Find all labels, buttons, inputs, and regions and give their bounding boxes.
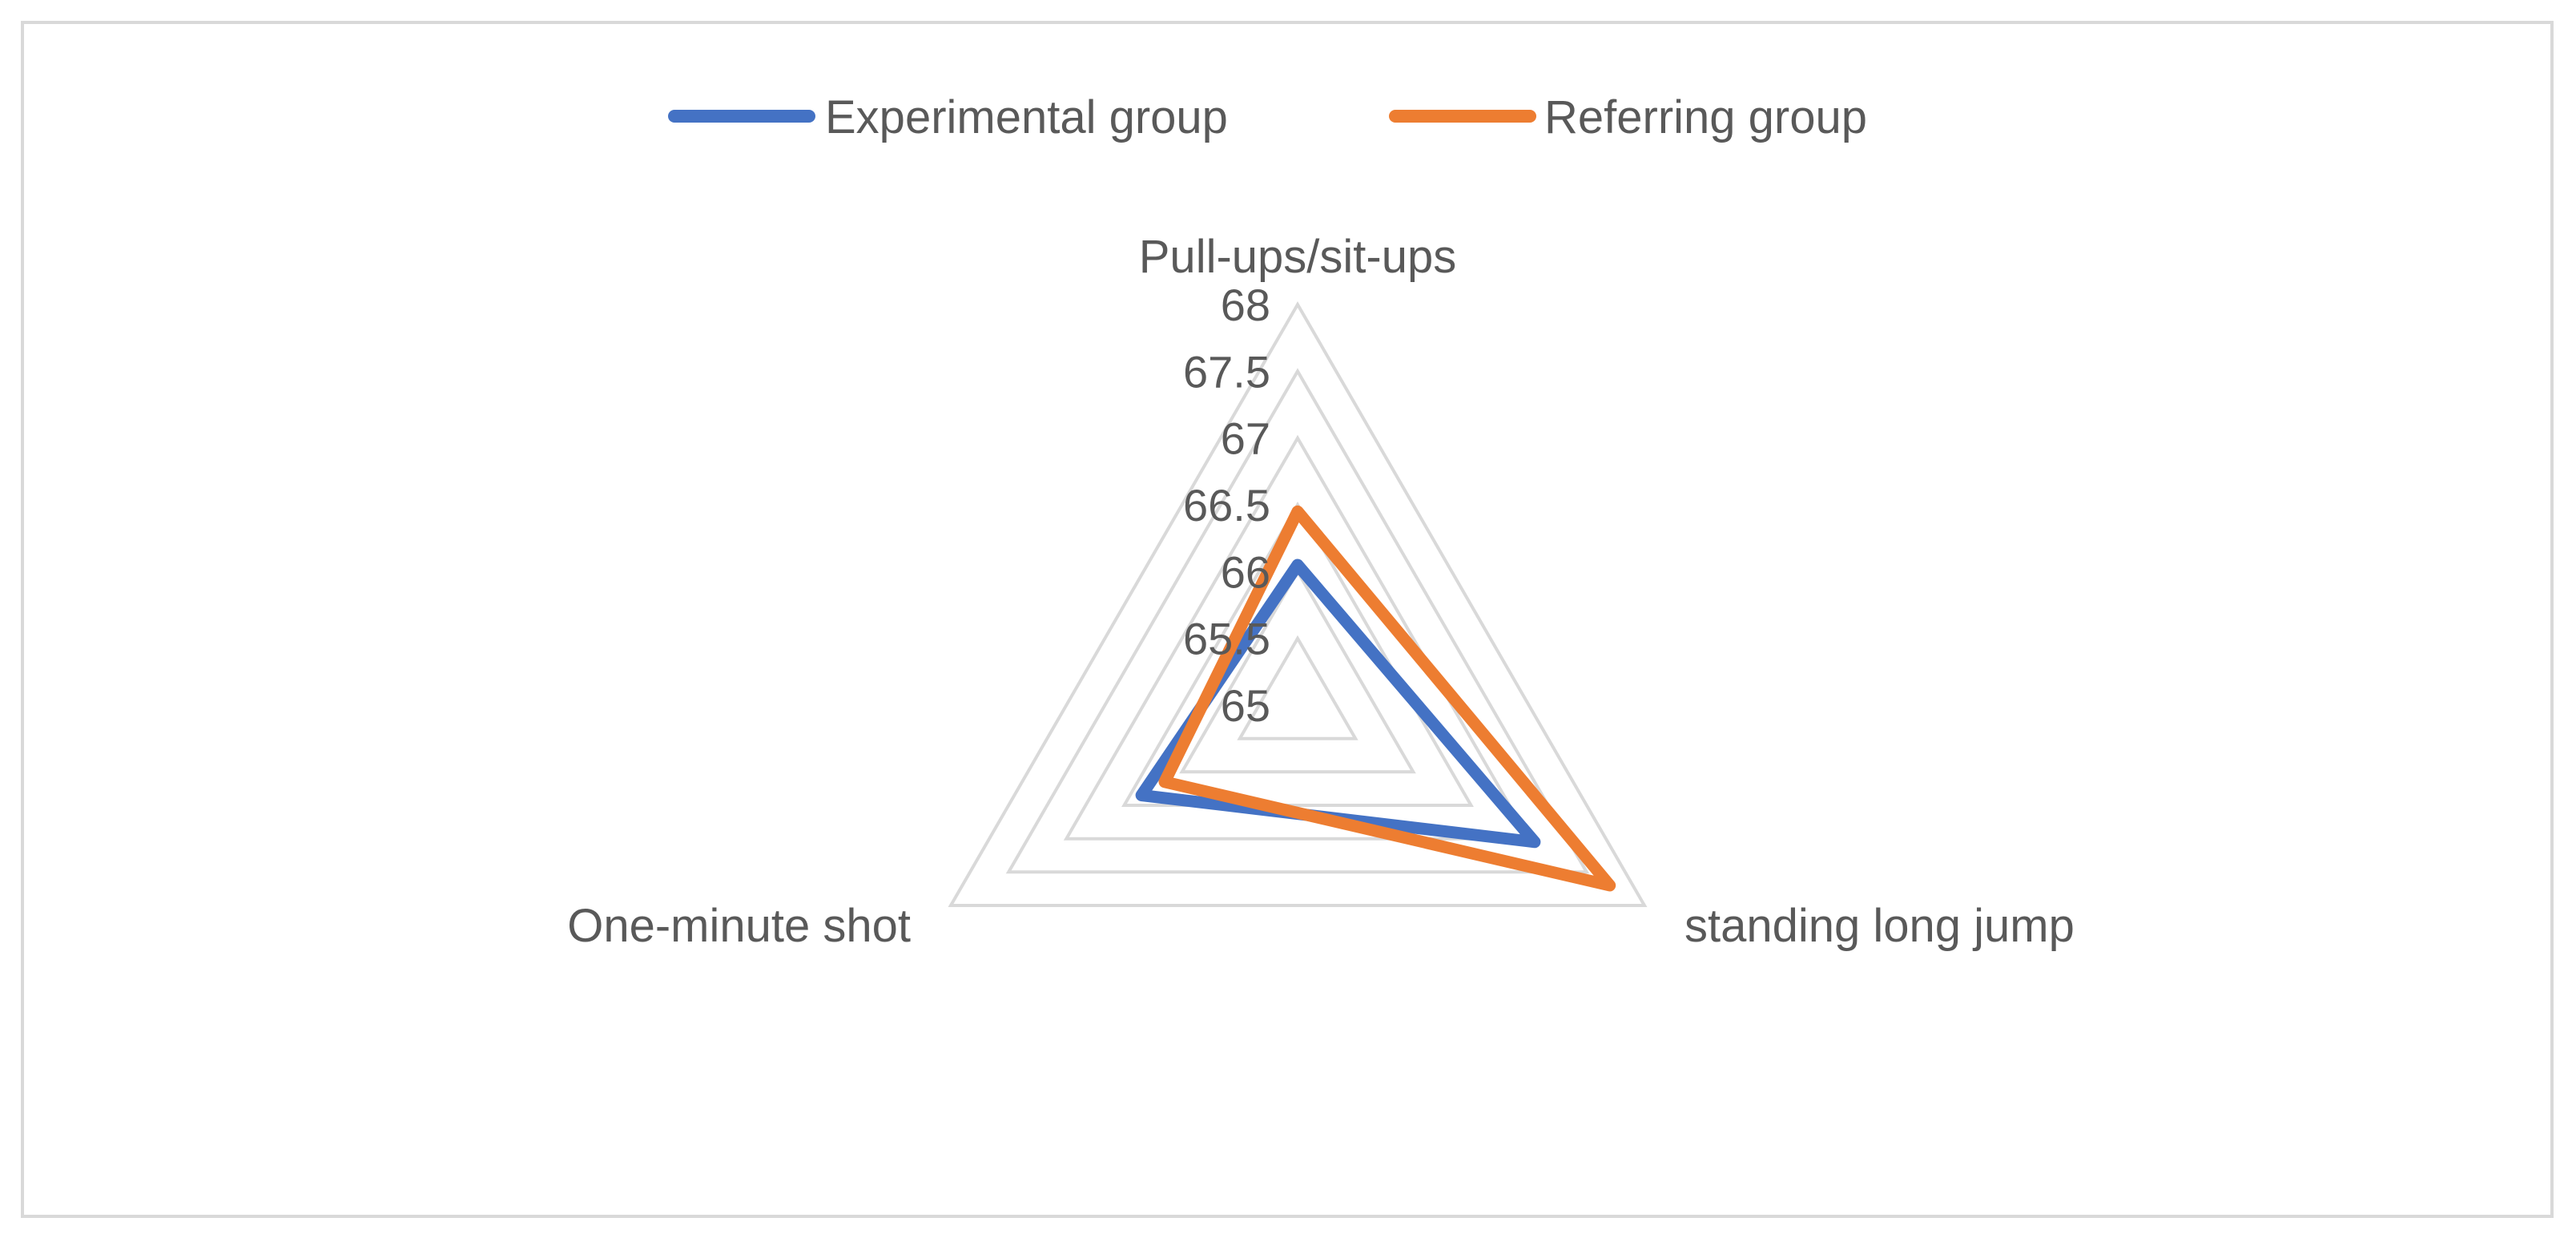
tick-label: 68 [1221, 280, 1270, 330]
series-layer [1135, 505, 1616, 892]
legend-label: Referring group [1544, 91, 1867, 143]
series-polygon [1158, 505, 1616, 892]
grid-ring [1063, 434, 1532, 841]
legend-label: Experimental group [825, 91, 1228, 143]
grid-ring [1237, 635, 1358, 740]
legend: Experimental group Referring group [668, 91, 1867, 143]
tick-label: 66 [1221, 546, 1270, 597]
tick-label: 66.5 [1183, 480, 1270, 530]
category-label: standing long jump [1684, 900, 2075, 952]
grid-ring [1179, 568, 1416, 774]
grid-ring [948, 300, 1648, 907]
category-label: One-minute shot [567, 900, 911, 952]
chart-frame [21, 21, 2554, 1218]
tick-label: 65.5 [1183, 614, 1270, 664]
grid-ring [1121, 501, 1474, 807]
grid-ring [1005, 368, 1590, 874]
tick-label: 65 [1221, 680, 1270, 731]
tick-label: 67.5 [1183, 346, 1270, 397]
category-label: Pull-ups/sit-ups [1139, 231, 1456, 283]
grid-layer [948, 300, 1648, 907]
tick-label: 67 [1221, 413, 1270, 464]
